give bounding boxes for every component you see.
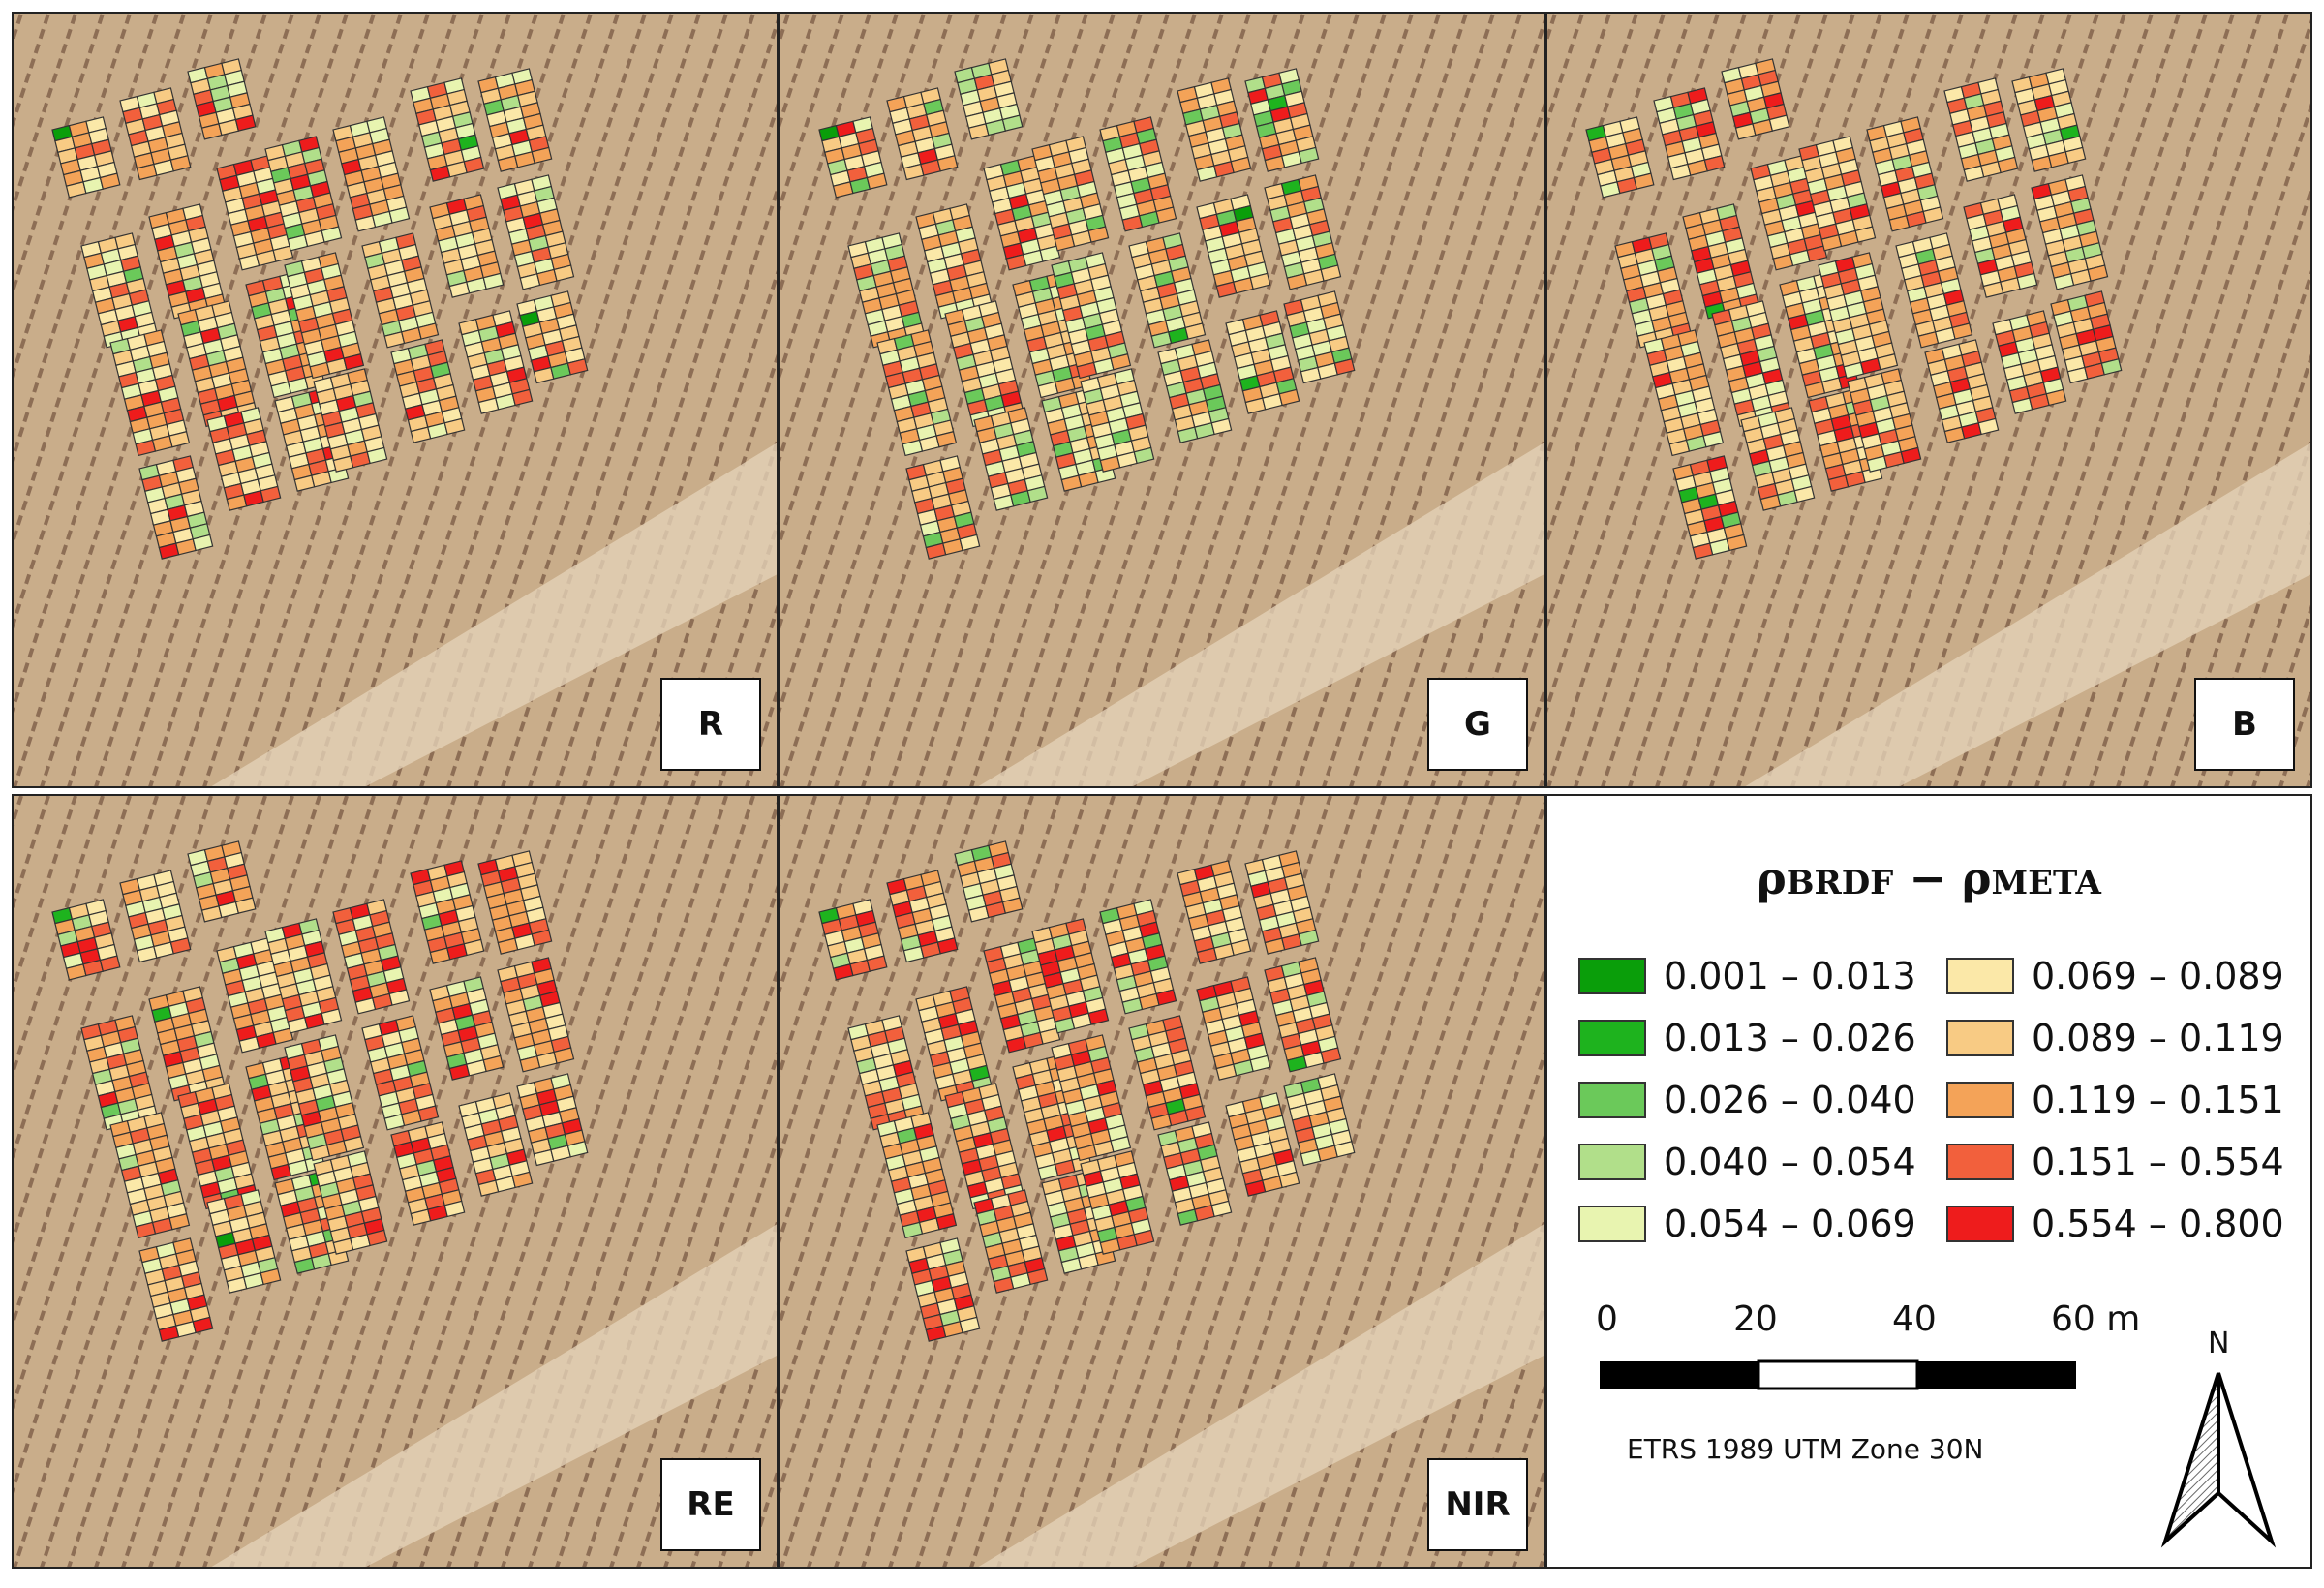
band-label-r: R [660,678,761,771]
map-panel-g: G [779,12,1545,788]
scale-tick-60: 60 m [2051,1299,2141,1339]
legend-item: 0.089 – 0.119 [1946,1017,2284,1059]
map-panel-b: B [1545,12,2312,788]
band-label-re: RE [660,1458,761,1551]
scale-tick-40: 40 [1892,1299,1937,1339]
legend-swatch [1946,1206,2014,1242]
legend-swatch [1946,958,2014,994]
legend-panel: ρBRDF − ρMETA 0.001 – 0.013 0.013 – 0.02… [1545,794,2312,1569]
map-canvas-r [14,14,777,786]
map-canvas-b [1547,14,2310,786]
legend-item: 0.554 – 0.800 [1946,1203,2284,1245]
legend-item: 0.119 – 0.151 [1946,1079,2284,1121]
legend-item: 0.001 – 0.013 [1578,955,1916,997]
legend-swatch [1946,1020,2014,1056]
band-label-nir: NIR [1427,1458,1528,1551]
legend-item: 0.013 – 0.026 [1578,1017,1916,1059]
map-canvas-nir [780,796,1544,1567]
legend-item: 0.026 – 0.040 [1578,1079,1916,1121]
legend-swatch [1578,1206,1646,1242]
scale-tick-20: 20 [1733,1299,1778,1339]
legend-item: 0.040 – 0.054 [1578,1141,1916,1183]
north-label: N [2208,1327,2230,1360]
map-panel-re: RE [12,794,779,1569]
map-panel-nir: NIR [779,794,1545,1569]
legend-item: 0.151 – 0.554 [1946,1141,2284,1183]
legend-title: ρBRDF − ρMETA [1757,852,2101,904]
legend-swatch [1578,1144,1646,1180]
scale-tick-0: 0 [1596,1299,1618,1339]
legend-swatch [1946,1082,2014,1118]
north-arrow-icon [2160,1372,2277,1548]
legend-swatch [1578,958,1646,994]
legend-swatch [1578,1020,1646,1056]
legend-item: 0.054 – 0.069 [1578,1203,1916,1245]
band-label-g: G [1427,678,1528,771]
legend-item: 0.069 – 0.089 [1946,955,2284,997]
scale-bar [1600,1359,2076,1390]
legend-swatch [1578,1082,1646,1118]
map-panel-r: R [12,12,779,788]
band-label-b: B [2194,678,2295,771]
map-canvas-re [14,796,777,1567]
legend-swatch [1946,1144,2014,1180]
crs-label: ETRS 1989 UTM Zone 30N [1627,1433,1984,1465]
map-canvas-g [780,14,1544,786]
